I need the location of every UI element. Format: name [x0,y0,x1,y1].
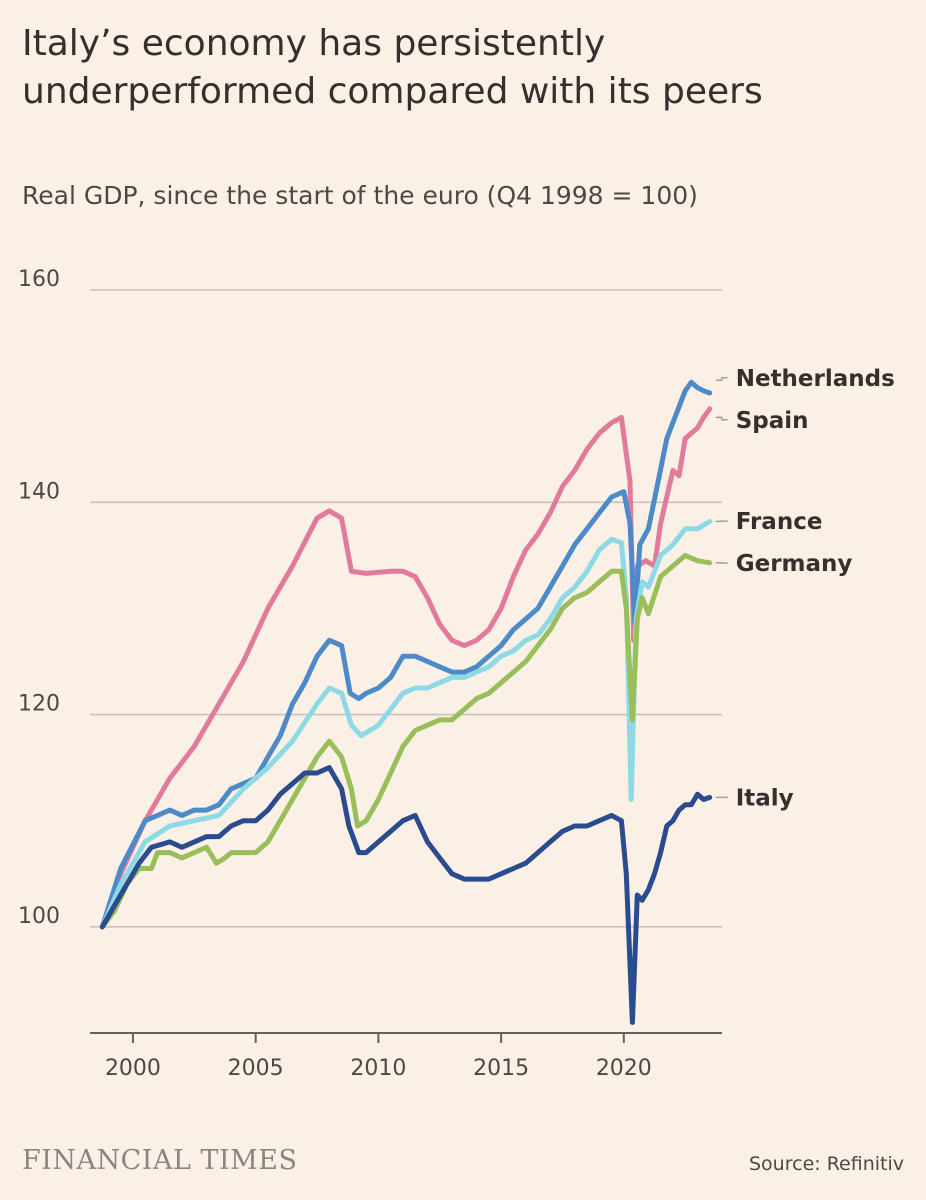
series-line-spain [99,406,713,930]
x-tick-label-2005: 2005 [228,1056,284,1081]
series-labels: Netherlands Spain France Germany Italy [715,366,895,811]
y-tick-label-160: 160 [18,267,60,292]
x-tick-label-2010: 2010 [350,1056,406,1081]
label-leader-netherlands [715,377,728,381]
y-axis-tick-labels: 100 120 140 160 [18,267,60,929]
x-tick-label-2020: 2020 [596,1056,652,1081]
y-tick-label-140: 140 [18,479,60,504]
series-line-netherlands [99,379,713,930]
series-line-italy [99,765,713,1025]
series-lines [99,379,713,1025]
series-label-france: France [736,509,823,535]
series-line-germany [99,552,713,930]
chart-subtitle: Real GDP, since the start of the euro (Q… [22,181,698,210]
x-axis: 2000 2005 2010 2015 2020 [90,1032,722,1081]
source-note: Source: Refinitiv [749,1153,904,1175]
gridlines [90,289,722,928]
series-label-netherlands: Netherlands [736,366,895,392]
gdp-line-chart: 100 120 140 160 2000 2005 2010 2015 2020 Nether… [18,267,895,1081]
y-tick-label-100: 100 [18,904,60,929]
x-tick-label-2000: 2000 [105,1056,161,1081]
page-title: Italy’s economy has persistently underpe… [22,23,763,112]
series-label-germany: Germany [736,551,853,577]
series-line-france [99,518,713,930]
financial-times-logo: FINANCIAL TIMES [22,1145,298,1176]
label-leader-spain [715,416,728,421]
series-label-spain: Spain [736,408,809,434]
series-label-italy: Italy [736,785,794,811]
x-tick-label-2015: 2015 [473,1056,529,1081]
y-tick-label-120: 120 [18,692,60,717]
